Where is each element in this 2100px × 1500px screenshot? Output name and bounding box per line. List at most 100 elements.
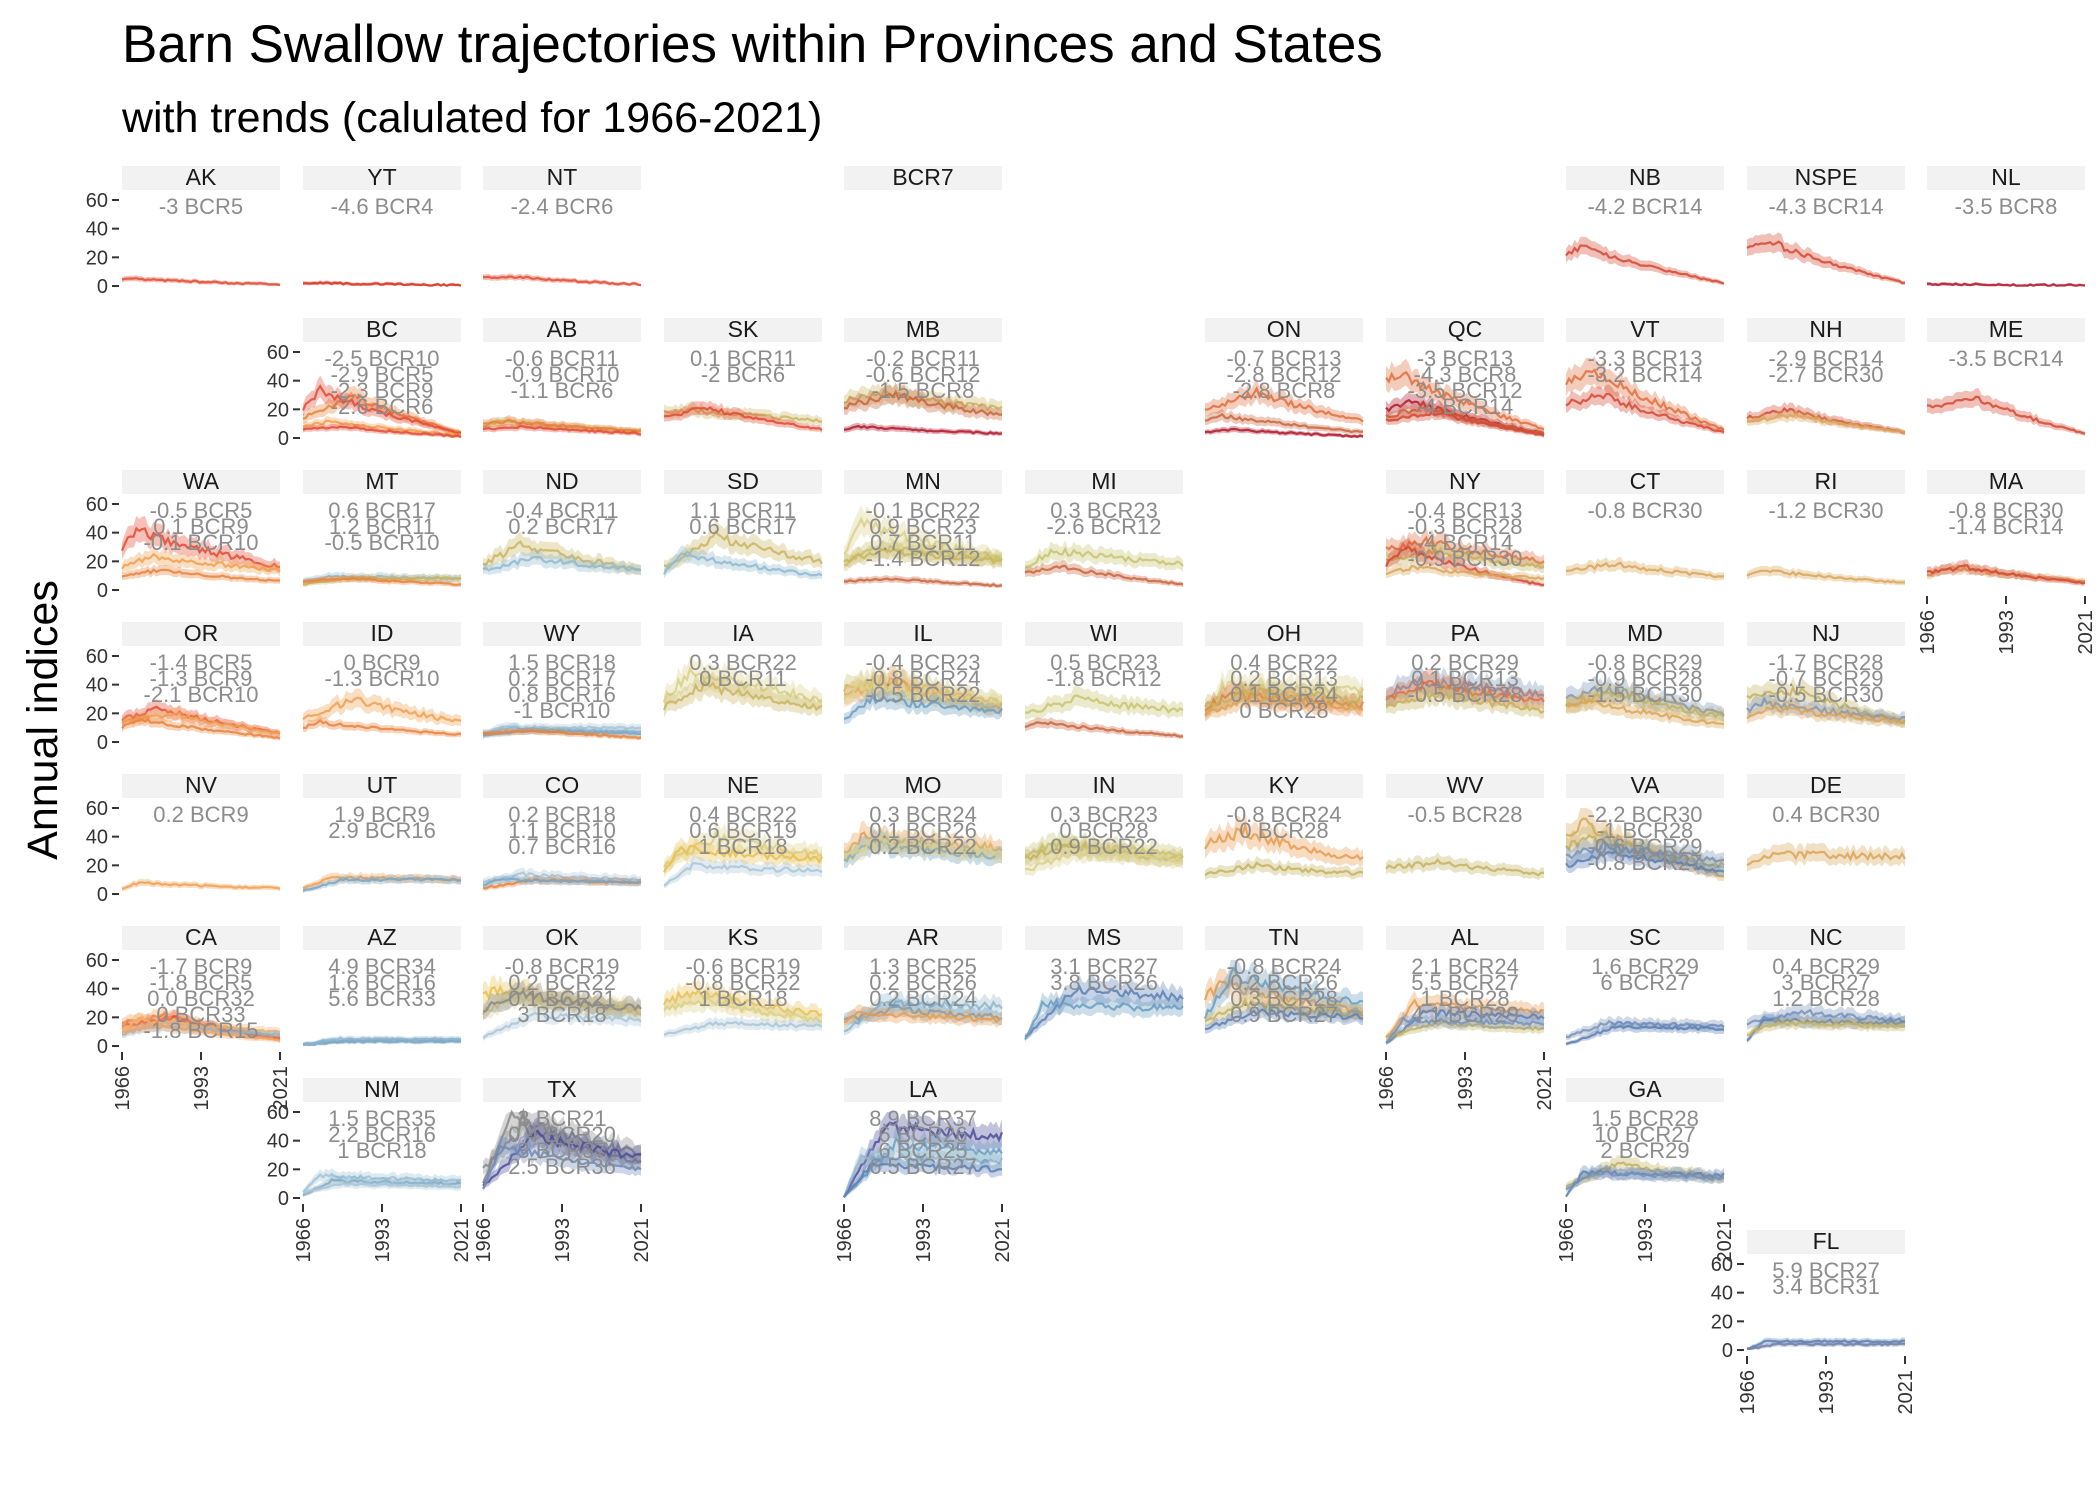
trend-annotation: 0 BCR11: [699, 666, 787, 691]
series-ribbon-bcr5: [303, 375, 461, 436]
facet-panel-wi: WI 0.5 BCR23-1.8 BCR12: [1024, 620, 1184, 739]
trend-annotation: -4.6 BCR4: [331, 194, 434, 219]
facet-strip-label: NE: [727, 772, 759, 798]
facet-strip: [1205, 926, 1363, 950]
trend-annotation: -3 BCR13: [1417, 346, 1514, 371]
x-tick-label: 2021: [2075, 610, 2097, 655]
facet-panel-nj: NJ -1.7 BCR28-0.7 BCR29-0.5 BCR30: [1746, 620, 1906, 729]
series-ribbon-bcr24: [1205, 686, 1363, 722]
series-line-bcr23: [1024, 694, 1184, 714]
trend-annotation: 6 BCR27: [1600, 970, 1689, 995]
y-tick-label: 0: [97, 1036, 108, 1058]
facet-strip-label: NSPE: [1795, 164, 1858, 190]
y-tick-label: 0: [278, 428, 289, 450]
series-line-bcr23: [842, 671, 1003, 707]
series-line-bcr27: [1565, 1024, 1725, 1045]
series-ribbon-bcr30: [1566, 687, 1724, 729]
trend-annotation: 1.5 BCR28: [1591, 1106, 1699, 1131]
trend-annotation: -4 BCR14: [1417, 530, 1514, 555]
trend-annotation: 0.2 BCR17: [508, 666, 616, 691]
trend-annotation: -0.6 BCR29: [1588, 834, 1703, 859]
trend-annotation: -0.8 BCR19: [505, 954, 620, 979]
series-ribbon-bcr13: [1205, 378, 1363, 427]
x-tick-label: 2021: [631, 1218, 653, 1263]
series-line-bcr12: [1024, 564, 1184, 586]
x-tick-label: 1966: [473, 1218, 495, 1263]
trend-annotation: 8.9 BCR37: [869, 1106, 977, 1131]
series-line-bcr24: [1204, 694, 1364, 717]
trend-annotation: -0.4 BCR11: [505, 498, 618, 523]
trend-annotation: -1.3 BCR10: [325, 666, 440, 691]
trend-annotation: 6.5 BCR27: [869, 1154, 977, 1179]
series-line-bcr25: [843, 998, 1003, 1033]
facet-strip: [303, 926, 461, 950]
facet-strip-label: LA: [909, 1076, 938, 1102]
trend-annotation: -2.7 BCR30: [1769, 362, 1884, 387]
series-ribbon-bcr26: [844, 1126, 1002, 1198]
series-ribbon-bcr30: [1747, 699, 1905, 729]
series-line-bcr28: [1204, 861, 1364, 877]
series-line-bcr11: [482, 540, 642, 572]
trend-annotation: -1.5 BCR8: [872, 378, 975, 403]
series-line-bcr10: [483, 418, 642, 433]
trend-annotation: 6 BCR25: [878, 1138, 967, 1163]
trend-annotation: 0.3 BCR28: [1230, 986, 1338, 1011]
trend-annotation: -1.2 BCR30: [1769, 498, 1884, 523]
series-line-bcr27: [1565, 1169, 1725, 1198]
trend-annotation: -1.7 BCR9: [150, 954, 253, 979]
series-line-bcr5: [120, 526, 281, 569]
y-tick-label: 20: [86, 551, 108, 573]
y-tick-label: 60: [86, 798, 108, 820]
trend-annotation: 0.4 BCR30: [1772, 802, 1880, 827]
facet-strip-label: TN: [1269, 924, 1300, 950]
series-line-bcr10: [302, 718, 462, 736]
y-tick-label: 60: [86, 494, 108, 516]
series-line-bcr27: [1565, 849, 1725, 873]
facet-strip: [122, 470, 280, 494]
trend-annotation: -2.4 BCR6: [511, 194, 614, 219]
series-line-bcr12: [1204, 412, 1364, 434]
trend-annotation: -0.8 BCR24: [1227, 954, 1342, 979]
trend-annotation: -1.3 BCR9: [150, 666, 253, 691]
x-tick-label: 1966: [1737, 1370, 1759, 1415]
trend-annotation: -0.5 BCR28: [1408, 802, 1523, 827]
series-line-bcr10: [302, 393, 462, 434]
facet-strip-label: AK: [186, 164, 217, 190]
x-tick-label: 1993: [552, 1218, 574, 1263]
trend-annotation: 1.1 BCR10: [508, 818, 616, 843]
trend-annotation: 10 BCR27: [1594, 1122, 1696, 1147]
facet-strip: [1566, 318, 1724, 342]
trend-annotation: -1.4 BCR12: [866, 546, 981, 571]
y-tick-label: 40: [1711, 1283, 1733, 1305]
facet-strip-label: OH: [1267, 620, 1302, 646]
facet-strip-label: MS: [1087, 924, 1122, 950]
facet-strip-label: RI: [1815, 468, 1838, 494]
series-ribbon-bcr22: [1205, 669, 1363, 721]
facet-strip: [1747, 1230, 1905, 1254]
trend-annotation: -0.4 BCR13: [1408, 498, 1523, 523]
series-ribbon-bcr18: [664, 1016, 822, 1039]
x-tick-label: 1993: [1455, 1066, 1477, 1111]
facet-strip-label: AZ: [367, 924, 396, 950]
facet-strip: [1566, 1078, 1724, 1102]
trend-annotation: 0.1 BCR24: [1230, 682, 1338, 707]
y-tick-label: 60: [267, 342, 289, 364]
series-line-bcr37: [843, 1120, 1004, 1198]
facet-strip: [483, 1078, 641, 1102]
x-tick-label: 2021: [1534, 1066, 1556, 1111]
facet-panel-de: DE 0.4 BCR30: [1746, 772, 1906, 872]
series-line-bcr35: [302, 1172, 462, 1194]
series-ribbon-bcr27: [1566, 842, 1724, 877]
facet-strip: [1386, 622, 1544, 646]
series-line-bcr22: [843, 516, 1003, 561]
trend-annotation: 0.5 BCR23: [1050, 650, 1158, 675]
series-line-bcr16: [482, 729, 642, 737]
x-tick-label: 2021: [270, 1066, 292, 1111]
trend-annotation: -1.8 BCR12: [1047, 666, 1162, 691]
y-tick-label: 60: [1711, 1254, 1733, 1276]
